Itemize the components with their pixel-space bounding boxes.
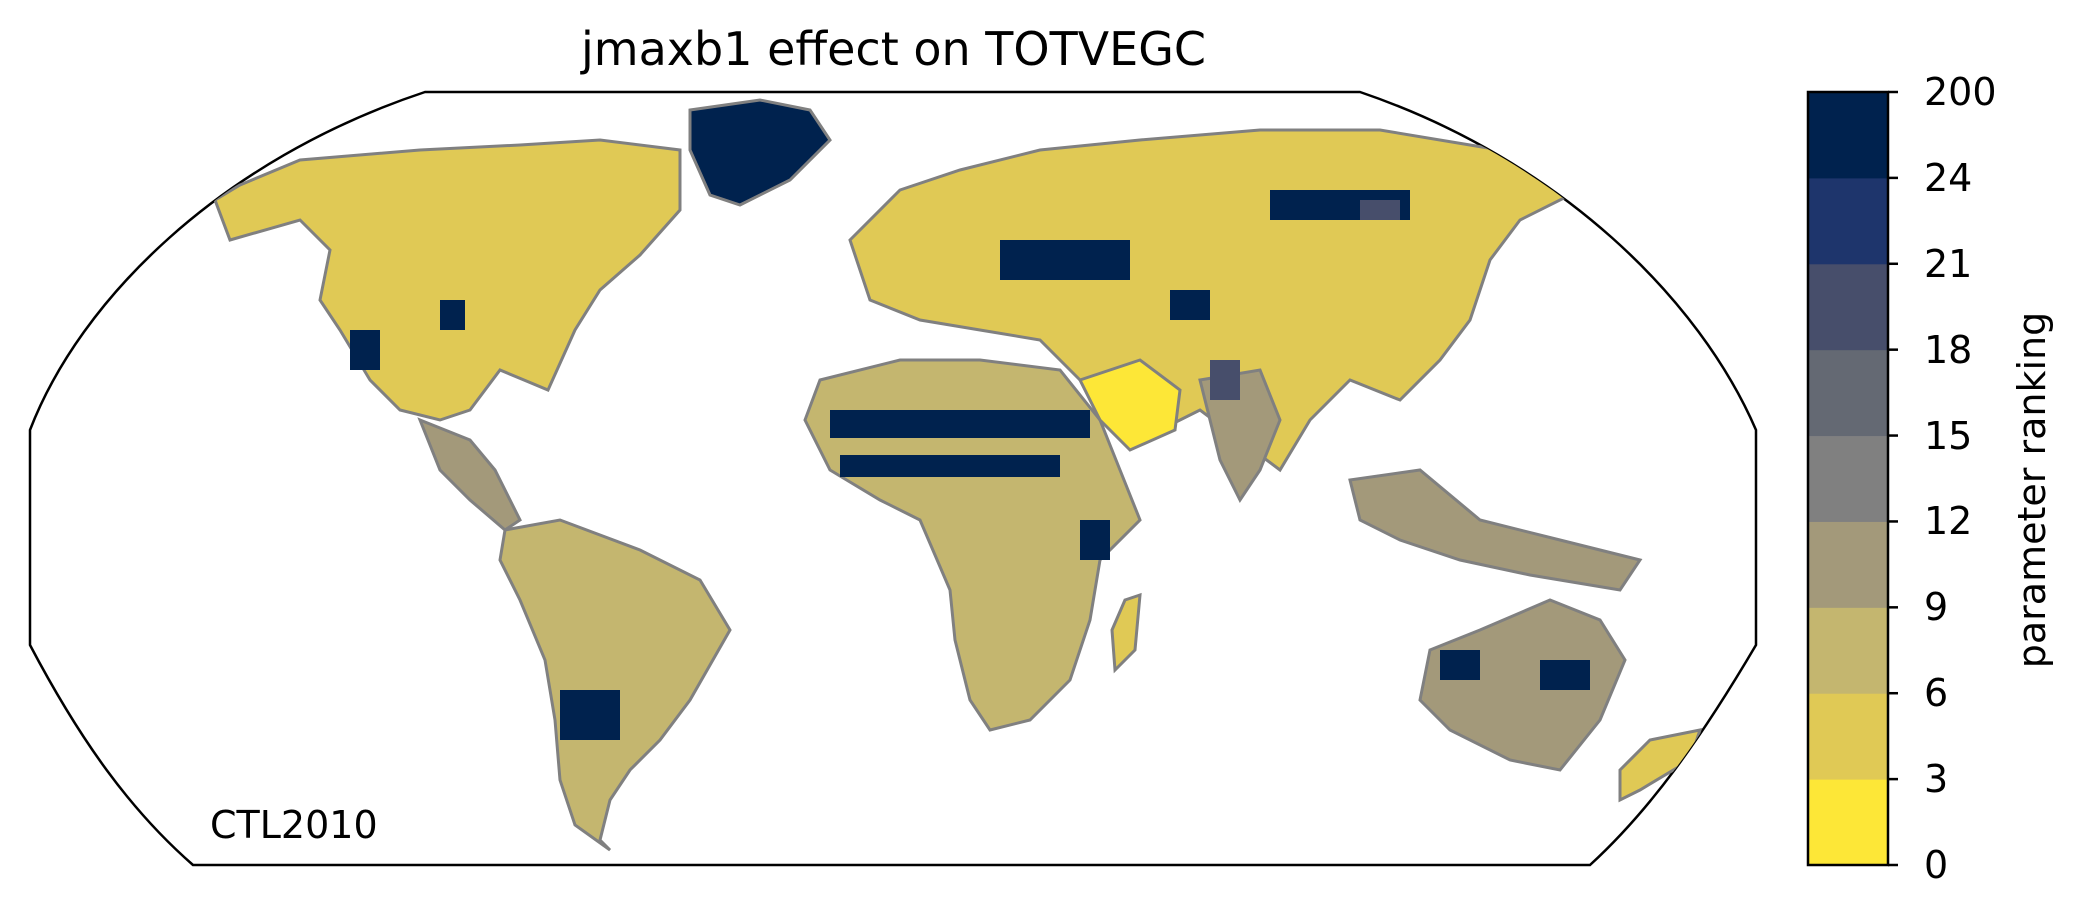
north-america-landmass bbox=[213, 138, 682, 422]
colorbar-tick-label: 21 bbox=[1924, 241, 1973, 286]
high-ranking-patches bbox=[350, 190, 1590, 740]
colorbar-tick-label: 24 bbox=[1924, 155, 1973, 200]
mid-ranking-patches bbox=[1210, 200, 1400, 400]
africa-landmass bbox=[803, 358, 1142, 732]
scenario-label: CTL2010 bbox=[210, 803, 378, 847]
colorbar-tick-label: 6 bbox=[1924, 671, 1949, 716]
colorbar-axis-label: parameter ranking bbox=[2010, 311, 2054, 669]
colorbar-tick-label: 15 bbox=[1924, 413, 1973, 458]
south-america-landmass bbox=[498, 518, 732, 852]
colorbar-tick-label: 18 bbox=[1924, 327, 1973, 372]
colorbar-tick-label: 200 bbox=[1924, 70, 1997, 114]
india-landmass bbox=[1198, 368, 1282, 503]
colorbar-tick-label: 3 bbox=[1924, 757, 1949, 802]
australia-landmass bbox=[1418, 598, 1627, 772]
colorbar-tick-label: 0 bbox=[1924, 843, 1949, 887]
central-america-landmass bbox=[417, 417, 522, 532]
madagascar-landmass bbox=[1110, 592, 1142, 674]
arabia-landmass bbox=[1077, 358, 1182, 452]
colorbar-tick-label: 12 bbox=[1924, 499, 1973, 544]
map-title: jmaxb1 effect on TOTVEGC bbox=[581, 22, 1206, 76]
southeast-asia-islands bbox=[1348, 468, 1643, 592]
colorbar-tick-label: 9 bbox=[1924, 585, 1949, 630]
greenland-landmass bbox=[688, 98, 832, 207]
